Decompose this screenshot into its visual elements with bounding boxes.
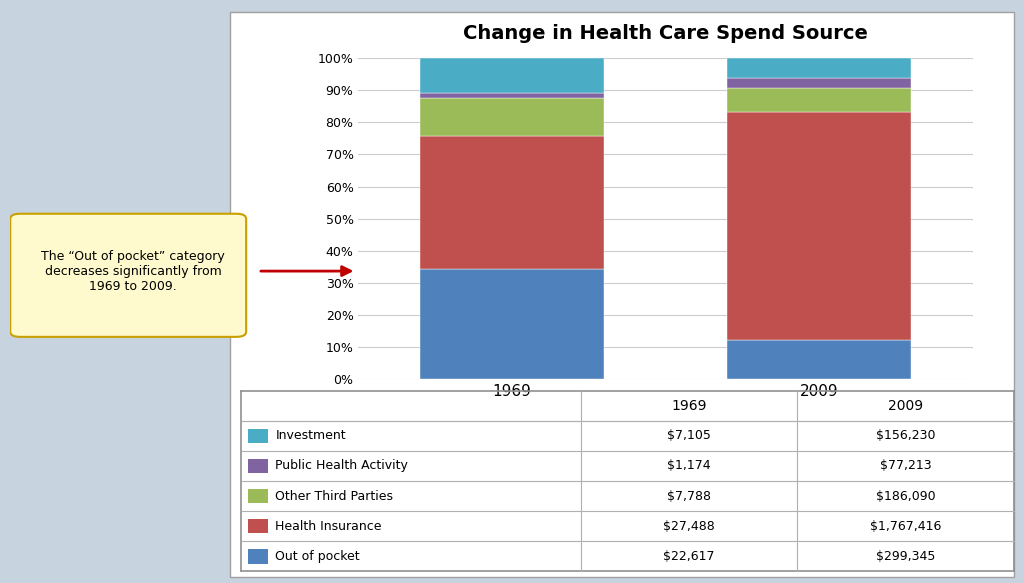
Bar <box>420 136 604 269</box>
Text: $299,345: $299,345 <box>876 550 935 563</box>
Text: $7,788: $7,788 <box>667 490 711 503</box>
Text: $77,213: $77,213 <box>880 459 932 472</box>
Bar <box>249 519 267 533</box>
Text: $7,105: $7,105 <box>667 429 711 442</box>
Text: $1,174: $1,174 <box>668 459 711 472</box>
Bar <box>420 99 604 136</box>
Text: Public Health Activity: Public Health Activity <box>275 459 409 472</box>
Title: Change in Health Care Spend Source: Change in Health Care Spend Source <box>463 24 868 43</box>
FancyBboxPatch shape <box>10 214 246 337</box>
Text: The “Out of pocket” category
decreases significantly from
1969 to 2009.: The “Out of pocket” category decreases s… <box>41 250 225 293</box>
Text: $22,617: $22,617 <box>664 550 715 563</box>
Bar <box>727 113 911 340</box>
Text: $156,230: $156,230 <box>876 429 935 442</box>
Bar <box>420 93 604 99</box>
Bar <box>249 489 267 503</box>
Bar <box>727 340 911 379</box>
Text: 2009: 2009 <box>888 399 923 413</box>
Text: 1969: 1969 <box>672 399 707 413</box>
Text: $186,090: $186,090 <box>876 490 935 503</box>
Text: $1,767,416: $1,767,416 <box>869 519 941 533</box>
Bar <box>249 459 267 473</box>
Bar <box>727 89 911 113</box>
Bar <box>727 58 911 79</box>
Text: Investment: Investment <box>275 429 346 442</box>
Text: $27,488: $27,488 <box>664 519 715 533</box>
Text: Other Third Parties: Other Third Parties <box>275 490 393 503</box>
Bar <box>420 269 604 379</box>
Bar <box>249 429 267 443</box>
Bar <box>727 79 911 89</box>
Text: Health Insurance: Health Insurance <box>275 519 382 533</box>
Bar <box>249 549 267 564</box>
Bar <box>420 58 604 93</box>
Text: Out of pocket: Out of pocket <box>275 550 360 563</box>
